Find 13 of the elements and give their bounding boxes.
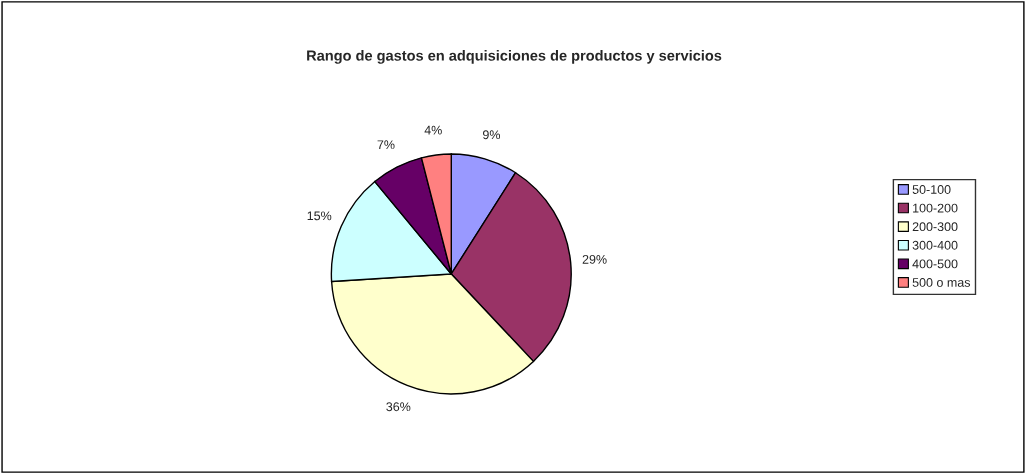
data-label: 7% bbox=[377, 140, 395, 150]
legend-label: 50-100 bbox=[912, 185, 951, 194]
chart-title: Rango de gastos en adquisiciones de productos y servicios bbox=[307, 50, 722, 64]
data-label: 29% bbox=[582, 254, 607, 264]
legend-label: 400-500 bbox=[912, 259, 958, 269]
legend-label: 200-300 bbox=[912, 222, 958, 232]
data-label: 15% bbox=[307, 211, 332, 221]
legend-label: 100-200 bbox=[913, 203, 958, 213]
data-label: 36% bbox=[386, 402, 411, 412]
legend-label: 300-400 bbox=[912, 240, 958, 250]
data-label: 4% bbox=[424, 125, 442, 135]
legend-label: 500 o mas bbox=[912, 278, 971, 287]
data-label: 9% bbox=[482, 130, 501, 140]
